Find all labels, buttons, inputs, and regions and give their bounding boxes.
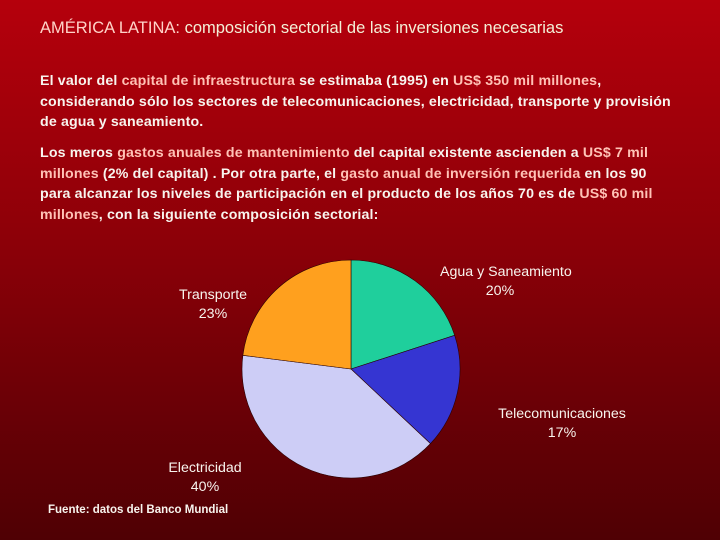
slide-title: AMÉRICA LATINA: composición sectorial de… <box>40 19 700 38</box>
pie-slice-electricidad <box>241 355 431 479</box>
p2-highlight-maintenance: gastos anuales de mantenimiento <box>117 145 350 161</box>
p2-highlight-7bn: US$ 7 mil millones <box>40 145 649 182</box>
p1-text-2: se estimaba (1995) en <box>295 73 454 89</box>
p2-text-4: en los 90 para alcanzar los niveles de p… <box>40 165 647 203</box>
p2-text-1: Los meros <box>40 145 118 161</box>
source-note: Fuente: datos del Banco Mundial <box>48 504 229 516</box>
pie-slice-agua <box>350 259 456 370</box>
label-electricidad-value: 40% <box>190 479 220 495</box>
label-telecom-name: Telecomunicaciones <box>498 406 626 422</box>
p1-highlight-capital: capital de infraestructura <box>121 73 296 89</box>
p1-text-1: El valor del <box>40 73 122 89</box>
p2-text-2: del capital existente ascienden a <box>349 145 583 161</box>
p2-highlight-required: gasto anual de inversión requerida <box>340 165 581 182</box>
paragraph-investment: Los meros gastos anuales de mantenimient… <box>40 143 680 225</box>
label-transporte-value: 23% <box>198 306 228 322</box>
title-text: composición sectorial de las inversiones… <box>184 19 564 37</box>
p2-highlight-60bn: US$ 60 mil millones <box>40 186 653 223</box>
label-agua: Agua y Saneamiento 20% <box>440 263 572 301</box>
paragraph-capital-value: El valor del capital de infraestructura … <box>40 71 680 133</box>
label-telecom: Telecomunicaciones 17% <box>462 405 662 443</box>
label-agua-value: 20% <box>485 283 515 299</box>
label-electricidad-name: Electricidad <box>168 460 242 476</box>
label-transporte: Transporte 23% <box>158 286 268 324</box>
pie-slice-transporte <box>242 259 352 370</box>
title-prefix: AMÉRICA LATINA: <box>40 19 180 37</box>
label-agua-name: Agua y Saneamiento <box>440 264 572 280</box>
p1-highlight-amount: US$ 350 mil millones <box>453 73 598 89</box>
label-electricidad: Electricidad 40% <box>150 459 260 497</box>
label-telecom-value: 17% <box>547 425 577 441</box>
p2-text-3: (2% del capital) . Por otra parte, el <box>98 165 341 182</box>
pie-slice-telecom <box>350 334 461 445</box>
p2-text-5: , con la siguiente composición sectorial… <box>98 206 379 223</box>
label-transporte-name: Transporte <box>178 287 248 303</box>
p1-text-3: , considerando sólo los sectores de tele… <box>40 73 671 130</box>
